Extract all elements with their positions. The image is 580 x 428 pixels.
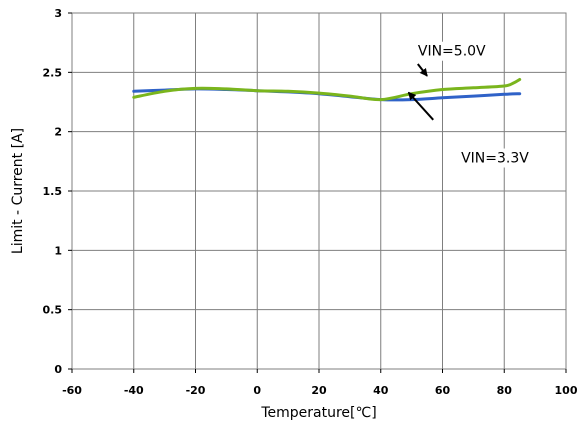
y-axis-title: Limit - Current [A] — [10, 128, 26, 254]
annotation-arrow-2 — [407, 91, 434, 121]
y-tick-label: 2 — [54, 126, 62, 139]
x-tick-label: 60 — [435, 384, 451, 397]
series-lines — [132, 78, 522, 102]
series-line-2 — [132, 78, 522, 102]
x-tick-label: 0 — [253, 384, 261, 397]
y-axis-ticks: 0 0.5 1 1.5 2 2.5 3 — [43, 7, 72, 376]
annotation-label-2: VIN=3.3V — [461, 151, 529, 167]
annotation-background — [414, 41, 490, 61]
y-tick-label: 1.5 — [43, 185, 63, 198]
y-tick-label: 0 — [54, 363, 62, 376]
x-tick-label: 40 — [373, 384, 389, 397]
annotation-arrow-1 — [417, 63, 428, 77]
y-tick-label: 3 — [54, 7, 62, 20]
x-tick-label: -20 — [186, 384, 206, 397]
x-axis-title: Temperature[℃] — [260, 405, 376, 421]
annotations: VIN=5.0V VIN=3.3V — [407, 41, 533, 168]
x-tick-label: -40 — [124, 384, 144, 397]
x-tick-label: 20 — [311, 384, 327, 397]
y-tick-label: 1 — [54, 244, 62, 257]
grid — [71, 12, 567, 370]
x-axis-ticks: -60 -40 -20 0 20 40 60 80 100 — [62, 369, 578, 397]
y-tick-label: 2.5 — [43, 66, 63, 79]
x-tick-label: -60 — [62, 384, 82, 397]
x-tick-label: 80 — [497, 384, 513, 397]
y-tick-label: 0.5 — [43, 304, 63, 317]
x-tick-label: 100 — [555, 384, 578, 397]
annotation-background — [457, 148, 533, 168]
annotation-label-1: VIN=5.0V — [418, 44, 486, 60]
